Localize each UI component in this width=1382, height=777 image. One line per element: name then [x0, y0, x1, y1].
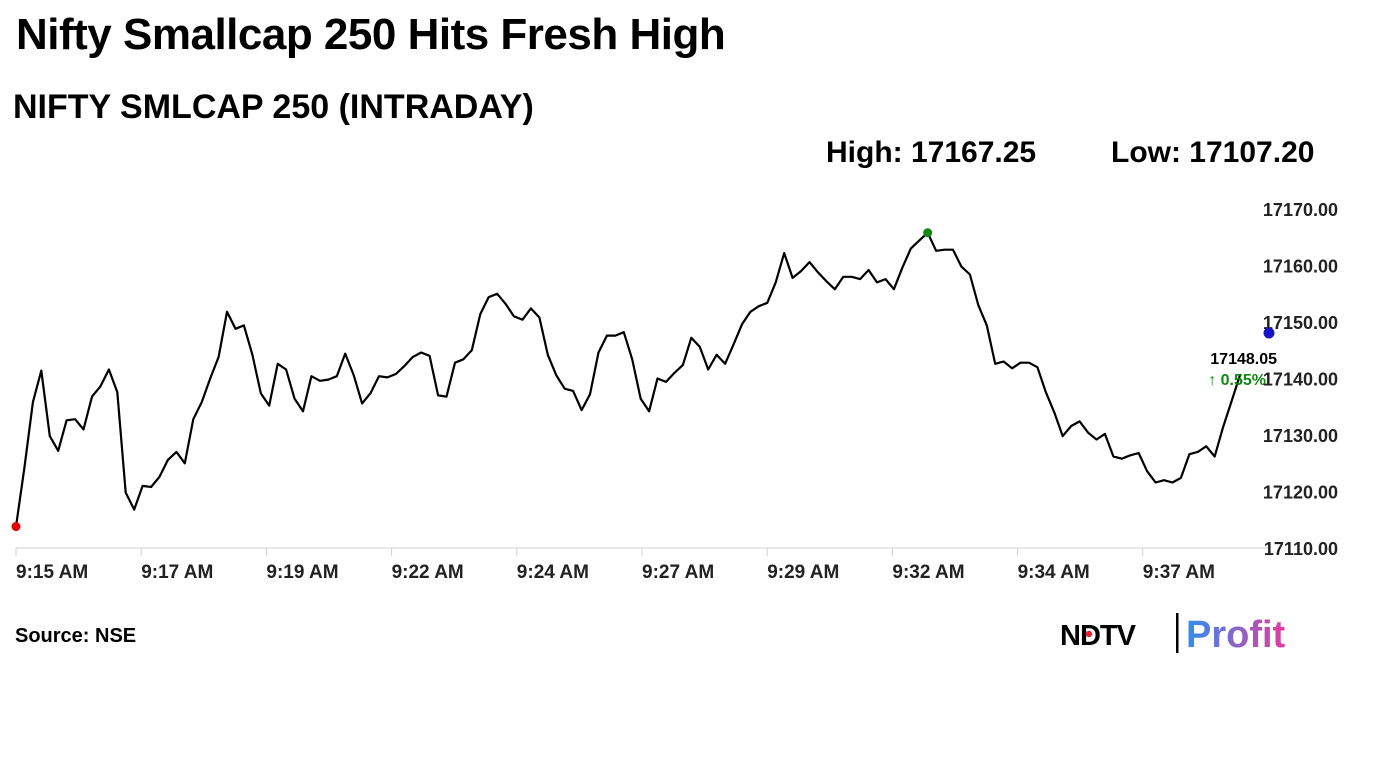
x-tick-label: 9:27 AM	[642, 562, 714, 583]
low-marker	[11, 522, 21, 532]
x-tick-label: 9:32 AM	[892, 562, 964, 583]
y-tick-label: 17120.00	[1263, 483, 1338, 503]
y-tick-label: 17170.00	[1263, 200, 1338, 220]
y-tick-label: 17110.00	[1264, 539, 1338, 559]
ndtv-profit-logo: NDTV Profit	[1060, 613, 1286, 656]
logo-profit-text: Profit	[1186, 614, 1286, 656]
last-value-label: 17148.05	[1210, 351, 1277, 368]
source-note: Source: NSE	[15, 625, 137, 647]
change-label: ↑ 0.55%	[1208, 372, 1266, 389]
x-tick-label: 9:17 AM	[141, 562, 213, 583]
headline: Nifty Smallcap 250 Hits Fresh High	[16, 10, 726, 59]
x-tick-label: 9:15 AM	[16, 562, 88, 583]
last-value-marker	[1263, 327, 1275, 339]
x-tick-label: 9:19 AM	[266, 562, 338, 583]
intraday-line-chart: 9:15 AM 9:17 AM 9:19 AM 9:22 AM 9:24 AM 9:27 …	[11, 200, 1338, 583]
high-stat: High: 17167.25	[826, 136, 1037, 169]
low-stat: Low: 17107.20	[1111, 136, 1315, 169]
logo-divider	[1176, 613, 1179, 653]
high-marker	[923, 228, 933, 238]
price-line	[14, 231, 1242, 527]
y-tick-label: 17160.00	[1263, 257, 1338, 277]
logo-ndtv-text: NDTV	[1060, 620, 1137, 652]
x-tick-label: 9:34 AM	[1018, 562, 1090, 583]
x-tick-label: 9:24 AM	[517, 562, 589, 583]
y-tick-label: 17130.00	[1263, 426, 1338, 446]
y-tick-label: 17140.00	[1263, 370, 1338, 390]
logo-red-dot	[1085, 630, 1093, 638]
x-tick-label: 9:22 AM	[392, 562, 464, 583]
chart-title: NIFTY SMLCAP 250 (INTRADAY)	[13, 88, 534, 126]
x-tick-label: 9:37 AM	[1143, 562, 1215, 583]
x-tick-label: 9:29 AM	[767, 562, 839, 583]
y-tick-label: 17150.00	[1263, 313, 1338, 333]
